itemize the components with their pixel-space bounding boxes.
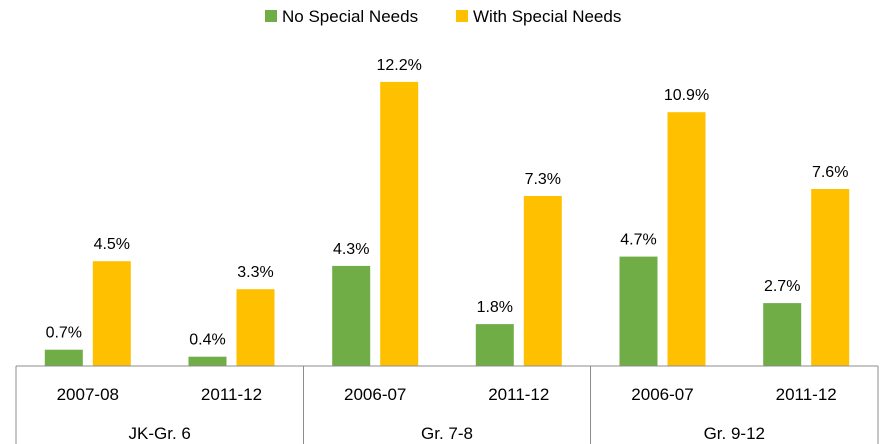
x-tick-label: 2011-12 <box>488 385 549 404</box>
bar-s0-c3 <box>475 324 514 366</box>
value-label-s1-c0: 4.5% <box>94 236 130 253</box>
bar-s1-c3 <box>523 196 562 366</box>
x-tick-label: 2011-12 <box>776 385 837 404</box>
x-group-label: Gr. 9-12 <box>704 424 765 443</box>
value-label-s1-c2: 12.2% <box>377 57 422 74</box>
bars <box>44 81 850 367</box>
legend-label-1: With Special Needs <box>473 7 621 26</box>
value-label-s0-c2: 4.3% <box>333 241 369 258</box>
bar-s0-c5 <box>763 303 802 366</box>
x-group-label: Gr. 7-8 <box>421 424 473 443</box>
bar-s0-c4 <box>619 256 658 366</box>
x-tick-label: 2006-07 <box>344 385 406 404</box>
value-label-s1-c5: 7.6% <box>812 164 848 181</box>
value-label-s0-c5: 2.7% <box>764 278 800 295</box>
x-axis: 2007-08 2011-12 2006-07 2011-12 2006-07 2011-… <box>15 365 879 444</box>
value-label-s1-c4: 10.9% <box>664 87 709 104</box>
value-labels: 0.7% 4.5% 0.4% 3.3% 4.3% 12.2% 1.8% 7.3% 4.7% 10.… <box>46 57 849 349</box>
bar-s0-c2 <box>332 265 371 366</box>
value-label-s0-c3: 1.8% <box>477 299 513 316</box>
x-tick-label: 2007-08 <box>57 385 119 404</box>
bar-s1-c0 <box>92 261 131 366</box>
value-label-s0-c0: 0.7% <box>46 325 82 342</box>
value-label-s0-c1: 0.4% <box>189 332 225 349</box>
bar-s1-c1 <box>236 289 275 366</box>
legend-label-0: No Special Needs <box>282 7 418 26</box>
bar-s0-c0 <box>44 349 83 366</box>
value-label-s1-c3: 7.3% <box>525 171 561 188</box>
x-group-label: JK-Gr. 6 <box>129 424 191 443</box>
x-tick-label: 2006-07 <box>631 385 693 404</box>
bar-s1-c4 <box>667 112 706 366</box>
legend: No Special Needs With Special Needs <box>265 7 621 26</box>
value-label-s1-c1: 3.3% <box>237 264 273 281</box>
bar-s1-c5 <box>811 189 850 366</box>
bar-s1-c2 <box>380 81 419 367</box>
legend-swatch-0 <box>265 10 277 22</box>
x-tick-label: 2011-12 <box>201 385 262 404</box>
legend-swatch-1 <box>456 10 468 22</box>
value-label-s0-c4: 4.7% <box>620 232 656 249</box>
bar-s0-c1 <box>188 356 227 366</box>
